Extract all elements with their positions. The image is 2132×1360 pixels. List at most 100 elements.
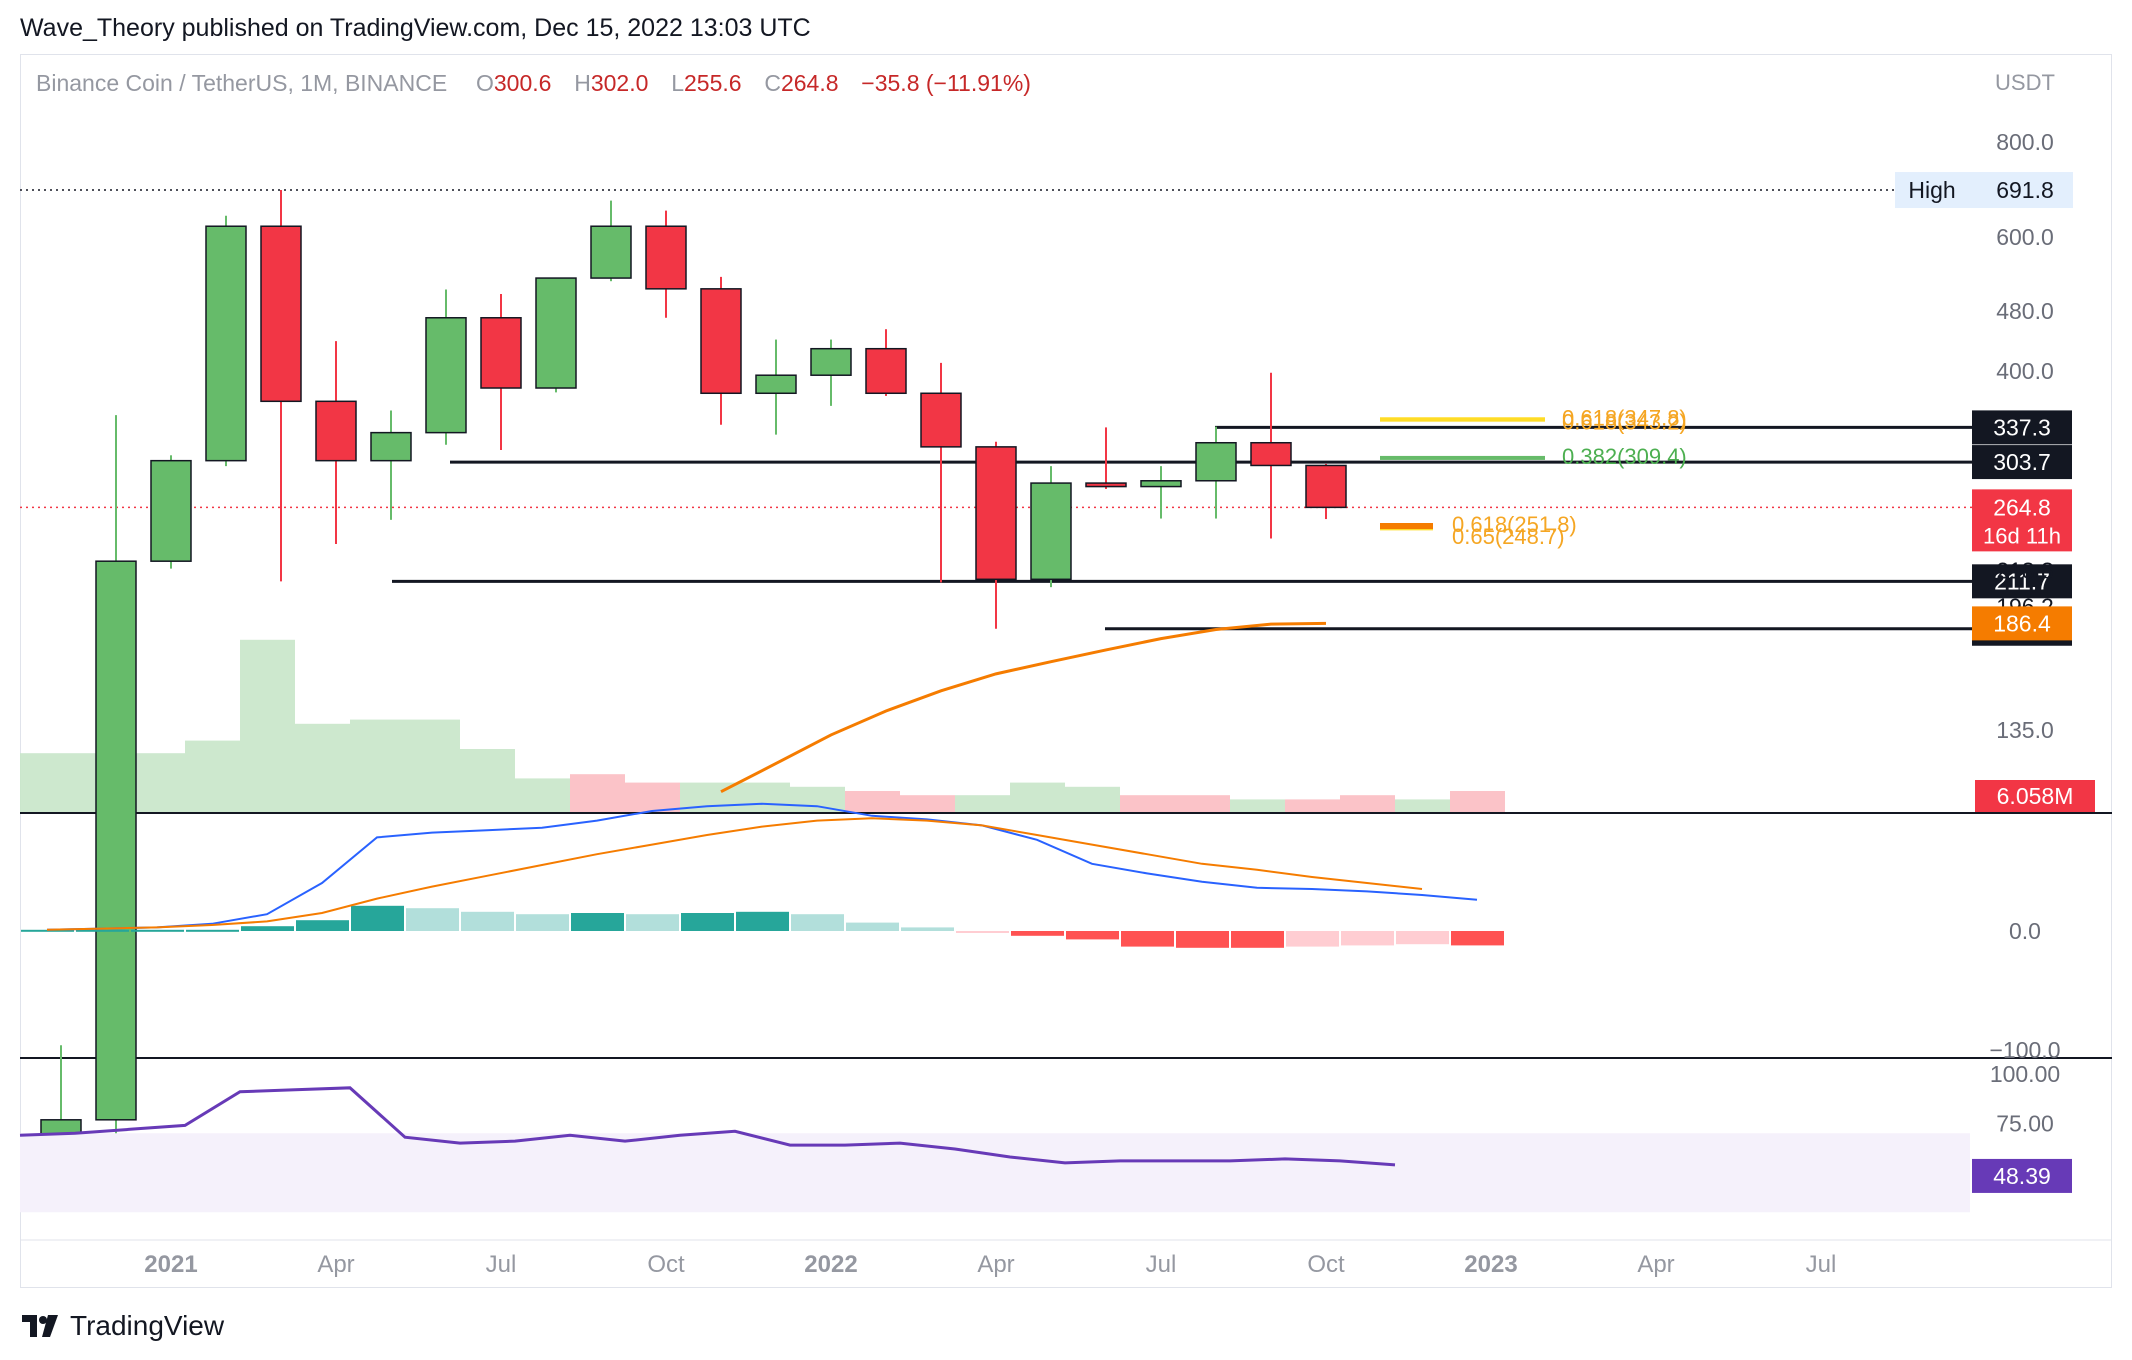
candle-body bbox=[645, 225, 687, 290]
candle-body bbox=[1250, 441, 1292, 467]
macd-tick-label: 0.0 bbox=[2009, 918, 2041, 944]
volume-bar bbox=[240, 639, 295, 812]
chart-canvas[interactable]: USDT 800.0 600.0 480.0 400.0 135.0 High 691.8 6.… bbox=[0, 0, 2132, 1300]
price-axis-label: 218.8 bbox=[1996, 557, 2054, 583]
volume-bar bbox=[515, 778, 570, 812]
fib-label: 0.618(343.2) bbox=[1562, 410, 1687, 435]
volume-bar bbox=[790, 786, 845, 812]
ohlc-open-label: O bbox=[475, 70, 494, 96]
tradingview-logo-icon bbox=[22, 1315, 58, 1337]
last-price-label: 264.8 bbox=[1993, 494, 2051, 520]
ath-tag: High bbox=[1908, 177, 1955, 203]
candle-body bbox=[975, 446, 1017, 581]
volume-bar bbox=[20, 753, 75, 812]
volume-bar bbox=[570, 774, 625, 812]
ohlc-close-value: 264.8 bbox=[780, 70, 839, 96]
candle-body bbox=[1195, 441, 1237, 482]
candle-body bbox=[810, 347, 852, 376]
x-tick-label: 2023 bbox=[1464, 1251, 1517, 1278]
candle-body bbox=[370, 431, 412, 462]
tradingview-brand: TradingView bbox=[70, 1310, 225, 1341]
volume-bar bbox=[625, 782, 680, 812]
countdown-label: 16d 11h bbox=[1983, 523, 2061, 548]
macd-histogram-bar bbox=[1011, 931, 1064, 936]
volume-bar bbox=[1285, 799, 1340, 812]
y-tick-label: 400.0 bbox=[1996, 358, 2054, 384]
level-badge-label: 337.3 bbox=[1993, 414, 2051, 440]
x-tick-label: Apr bbox=[977, 1251, 1014, 1278]
y-tick-label: 135.0 bbox=[1996, 717, 2054, 743]
candle-body bbox=[425, 317, 467, 434]
symbol-legend: Binance Coin / TetherUS, 1M, BINANCE O30… bbox=[36, 70, 1031, 97]
macd-histogram-bar bbox=[241, 926, 294, 931]
volume-last-label: 6.058M bbox=[1997, 783, 2074, 809]
macd-histogram-bar bbox=[1396, 931, 1449, 945]
ohlc-open-value: 300.6 bbox=[493, 70, 552, 96]
ema-badge-label: 186.4 bbox=[1993, 610, 2051, 636]
candle-body bbox=[1085, 482, 1127, 488]
volume-bar bbox=[350, 719, 405, 812]
x-tick-label: Oct bbox=[1307, 1251, 1345, 1278]
volume-bar bbox=[1340, 795, 1395, 812]
x-tick-label: Jul bbox=[486, 1251, 517, 1278]
fib-zone-green bbox=[1380, 455, 1545, 460]
volume-bar bbox=[460, 749, 515, 812]
volume-bar bbox=[130, 753, 185, 812]
candle-body bbox=[1305, 464, 1347, 509]
y-tick-label: 600.0 bbox=[1996, 224, 2054, 250]
candle-body bbox=[260, 225, 302, 403]
volume-bar bbox=[955, 795, 1010, 812]
ohlc-close-label: C bbox=[764, 70, 781, 96]
macd-histogram-bar bbox=[461, 911, 514, 931]
tradingview-logo[interactable]: TradingView bbox=[22, 1310, 224, 1342]
chart-frame[interactable] bbox=[20, 54, 2112, 1288]
ohlc-high-value: 302.0 bbox=[590, 70, 649, 96]
macd-histogram-bar bbox=[571, 913, 624, 931]
macd-tick-label: −100.0 bbox=[1990, 1037, 2061, 1063]
level-badge-bg bbox=[1972, 445, 2072, 480]
macd-histogram-bar bbox=[1286, 931, 1339, 947]
macd-histogram-bar bbox=[791, 914, 844, 931]
last-price-badge bbox=[1972, 489, 2072, 552]
candle-body bbox=[480, 317, 522, 389]
x-tick-label: Jul bbox=[1146, 1251, 1177, 1278]
volume-bar bbox=[1010, 782, 1065, 812]
fib-zone-upper bbox=[1380, 417, 1545, 422]
fib-label: 0.618(251.8) bbox=[1452, 512, 1577, 537]
symbol-title[interactable]: Binance Coin / TetherUS, 1M, BINANCE bbox=[36, 70, 448, 96]
rsi-band bbox=[20, 1133, 1970, 1213]
volume-bar bbox=[295, 723, 350, 812]
fib-label: 0.618(347.8) bbox=[1562, 405, 1687, 430]
macd-histogram-bar bbox=[186, 929, 239, 932]
candle-body bbox=[590, 225, 632, 279]
volume-bar bbox=[1450, 791, 1505, 812]
macd-histogram-bar bbox=[1066, 931, 1119, 940]
macd-histogram-bar bbox=[406, 908, 459, 931]
x-tick-label: Apr bbox=[317, 1251, 354, 1278]
ath-value: 691.8 bbox=[1996, 177, 2054, 203]
macd-histogram-bar bbox=[76, 929, 129, 932]
macd-signal-line bbox=[46, 817, 1423, 931]
macd-histogram-bar bbox=[351, 905, 404, 931]
candle-body bbox=[535, 277, 577, 389]
x-tick-label: 2021 bbox=[144, 1251, 197, 1278]
volume-bar bbox=[1065, 786, 1120, 812]
publisher-line: Wave_Theory published on TradingView.com… bbox=[20, 14, 811, 42]
macd-histogram-bar bbox=[736, 911, 789, 931]
volume-bar bbox=[1175, 795, 1230, 812]
ath-badge-bg bbox=[1895, 172, 2073, 209]
macd-histogram-bar bbox=[681, 913, 734, 931]
rsi-badge-bg bbox=[1972, 1158, 2072, 1193]
level-badge-label: 211.7 bbox=[1994, 568, 2050, 594]
macd-histogram-bar bbox=[626, 914, 679, 931]
macd-histogram-bar bbox=[1121, 931, 1174, 947]
ema-badge-bg bbox=[1972, 606, 2072, 641]
level-badge-label: 303.7 bbox=[1993, 449, 2051, 475]
macd-histogram-bar bbox=[1451, 931, 1504, 946]
x-tick-label: Apr bbox=[1637, 1251, 1674, 1278]
macd-histogram-bar bbox=[296, 920, 349, 931]
candle-body bbox=[920, 392, 962, 448]
ohlc-low-value: 255.6 bbox=[683, 70, 742, 96]
candle-body bbox=[1140, 480, 1182, 488]
macd-histogram-bar bbox=[1341, 931, 1394, 946]
